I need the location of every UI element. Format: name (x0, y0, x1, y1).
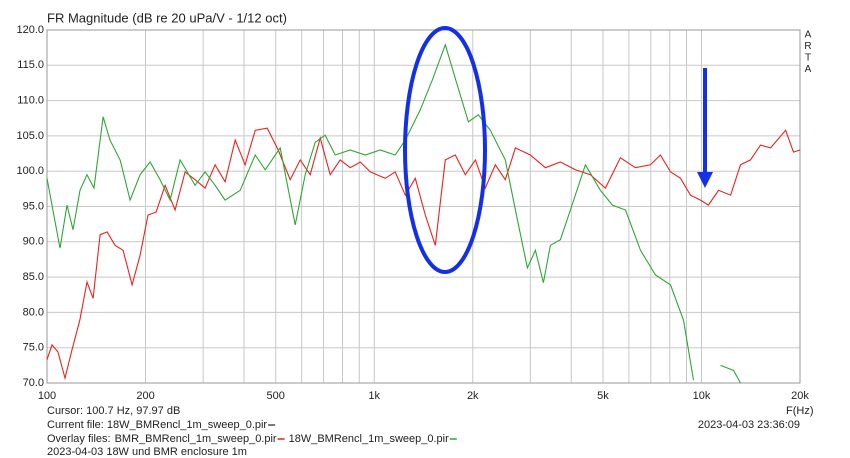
legend-label: BMR_BMRencl_1m_sweep_0.pir (115, 433, 277, 445)
x-tick-label: 2k (467, 390, 479, 402)
y-tick-label: 115.0 (17, 59, 44, 71)
chart-title: FR Magnitude (dB re 20 uPa/V - 1/12 oct) (47, 10, 287, 25)
y-tick-label: 100.0 (16, 165, 44, 177)
y-tick-label: 120.0 (16, 24, 44, 36)
plot-frame (46, 29, 801, 384)
cursor-readout: Cursor: 100.7 Hz, 97.97 dB (47, 405, 180, 417)
y-tick-label: 110.0 (17, 95, 44, 107)
brand-letter: A (805, 30, 812, 41)
arrow-head (697, 172, 713, 188)
brand-letter: R (804, 41, 811, 52)
plot-area (46, 29, 801, 384)
highlight-ellipse (403, 26, 487, 274)
x-tick-label: 5k (597, 390, 609, 402)
y-tick-label: 90.0 (23, 236, 44, 248)
x-tick-label: 200 (136, 390, 154, 402)
current-file: Current file: 18W_BMRencl_1m_sweep_0.pir (47, 419, 267, 431)
y-tick-label: 75.0 (23, 342, 44, 354)
series-line (46, 127, 801, 381)
y-tick-label: 80.0 (23, 306, 44, 318)
y-tick-label: 85.0 (23, 271, 44, 283)
note: 2023-04-03 18W und BMR enclosure 1m (47, 446, 247, 458)
legend-label: 18W_BMRencl_1m_sweep_0.pir (289, 433, 450, 445)
brand-letter: A (805, 64, 812, 75)
x-tick-label: 100 (38, 390, 56, 402)
y-tick-label: 70.0 (23, 377, 44, 389)
brand-letter: T (805, 53, 811, 64)
timestamp: 2023-04-03 23:36:09 (698, 419, 800, 431)
x-axis-label: F(Hz) (786, 405, 814, 417)
x-tick-label: 10k (693, 390, 711, 402)
x-tick-label: 20k (791, 390, 809, 402)
y-tick-label: 95.0 (23, 200, 44, 212)
series-line (46, 43, 741, 384)
x-tick-label: 500 (267, 390, 285, 402)
y-tick-label: 105.0 (16, 130, 44, 142)
overlay-label: Overlay files: (47, 433, 111, 445)
x-tick-label: 1k (368, 390, 380, 402)
